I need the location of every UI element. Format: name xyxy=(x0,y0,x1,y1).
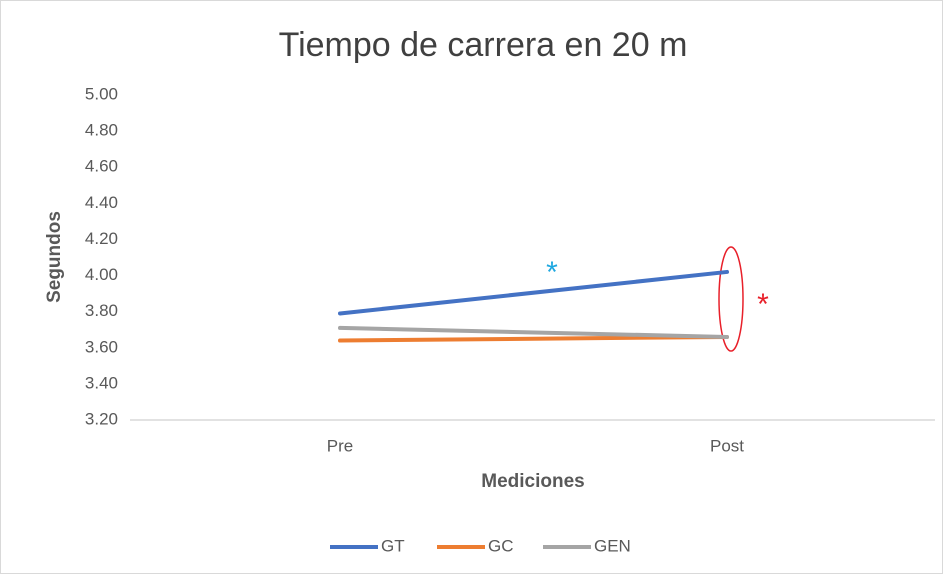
series-line xyxy=(338,325,729,339)
annotation: * xyxy=(757,288,769,321)
x-tick-label: Pre xyxy=(327,436,353,455)
highlight-ellipse xyxy=(718,246,744,352)
y-tick-label: 4.40 xyxy=(85,193,118,212)
y-tick-label: 3.60 xyxy=(85,337,118,356)
x-axis-label: Mediciones xyxy=(481,471,584,492)
y-tick-label: 4.80 xyxy=(85,121,118,140)
y-tick-label: 3.40 xyxy=(85,373,118,392)
series-line xyxy=(338,334,729,343)
legend-label: GEN xyxy=(594,536,631,555)
y-tick-label: 3.20 xyxy=(85,409,118,428)
y-tick-label: 4.00 xyxy=(85,265,118,284)
chart-title: Tiempo de carrera en 20 m xyxy=(279,26,688,64)
y-tick-label: 4.60 xyxy=(85,157,118,176)
legend-label: GT xyxy=(381,536,405,555)
annotation: * xyxy=(546,256,558,289)
y-tick-label: 3.80 xyxy=(85,301,118,320)
y-axis-label: Segundos xyxy=(44,211,65,303)
x-tick-label: Post xyxy=(710,436,744,455)
legend-label: GC xyxy=(488,536,514,555)
y-tick-label: 4.20 xyxy=(85,229,118,248)
y-tick-label: 5.00 xyxy=(85,84,118,103)
series-line xyxy=(338,269,729,316)
